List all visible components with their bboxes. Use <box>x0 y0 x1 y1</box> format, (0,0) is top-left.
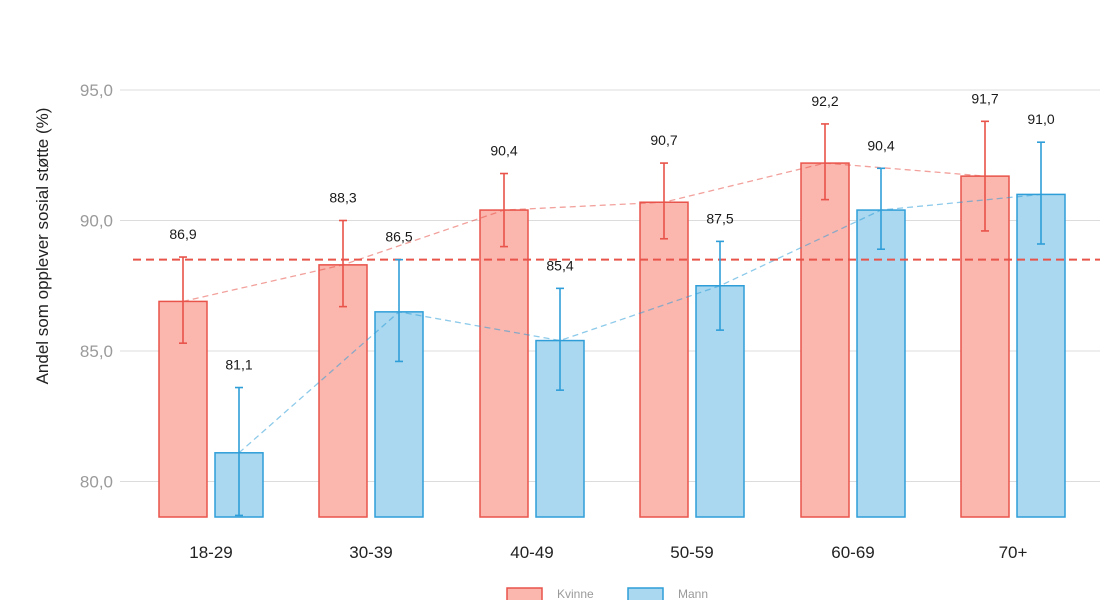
legend-label-kvinne: Kvinne <box>557 587 594 600</box>
x-category-label: 18-29 <box>189 543 232 562</box>
bars <box>158 162 1066 518</box>
data-label: 81,1 <box>225 357 252 373</box>
data-label: 90,7 <box>650 132 677 148</box>
y-axis-label: Andel som opplever sosial støtte (%) <box>33 108 52 385</box>
x-category-label: 30-39 <box>349 543 392 562</box>
data-label: 86,9 <box>169 226 196 242</box>
bar-kvinne-40-49 <box>479 209 529 518</box>
y-tick-label: 95,0 <box>80 81 113 100</box>
bar-mann-70+ <box>1016 193 1066 518</box>
trend-lines <box>182 162 1042 454</box>
y-tick-label: 80,0 <box>80 473 113 492</box>
trend-line-kvinne <box>182 162 986 303</box>
y-tick-label: 90,0 <box>80 212 113 231</box>
y-axis-ticks: 80,0 85,0 90,0 95,0 <box>80 81 113 492</box>
x-category-label: 50-59 <box>670 543 713 562</box>
x-axis-categories: 18-29 30-39 40-49 50-59 60-69 70+ <box>189 543 1027 562</box>
legend-swatch-kvinne <box>506 587 543 600</box>
legend-label-mann: Mann <box>678 587 708 600</box>
x-category-label: 70+ <box>999 543 1028 562</box>
legend: Kvinne Mann <box>506 587 708 600</box>
bar-kvinne-60-69 <box>800 162 850 518</box>
y-tick-label: 85,0 <box>80 342 113 361</box>
data-label: 92,2 <box>811 93 838 109</box>
data-label: 85,4 <box>546 257 573 273</box>
legend-swatch-mann <box>627 587 664 600</box>
trend-line-mann <box>238 193 1042 454</box>
data-label: 86,5 <box>385 229 412 245</box>
data-label: 90,4 <box>867 137 894 153</box>
x-category-label: 40-49 <box>510 543 553 562</box>
bar-kvinne-50-59 <box>639 201 689 518</box>
x-category-label: 60-69 <box>831 543 874 562</box>
bar-mann-60-69 <box>856 209 906 518</box>
gridlines <box>120 89 1100 482</box>
error-bars <box>179 120 1045 517</box>
data-label: 91,7 <box>971 90 998 106</box>
data-label: 87,5 <box>706 210 733 226</box>
data-label: 91,0 <box>1027 111 1054 127</box>
data-label: 88,3 <box>329 190 356 206</box>
data-labels: 86,9 88,3 90,4 90,7 92,2 91,7 81,1 86,5 85,4 87,5… <box>169 90 1054 372</box>
data-label: 90,4 <box>490 143 517 159</box>
